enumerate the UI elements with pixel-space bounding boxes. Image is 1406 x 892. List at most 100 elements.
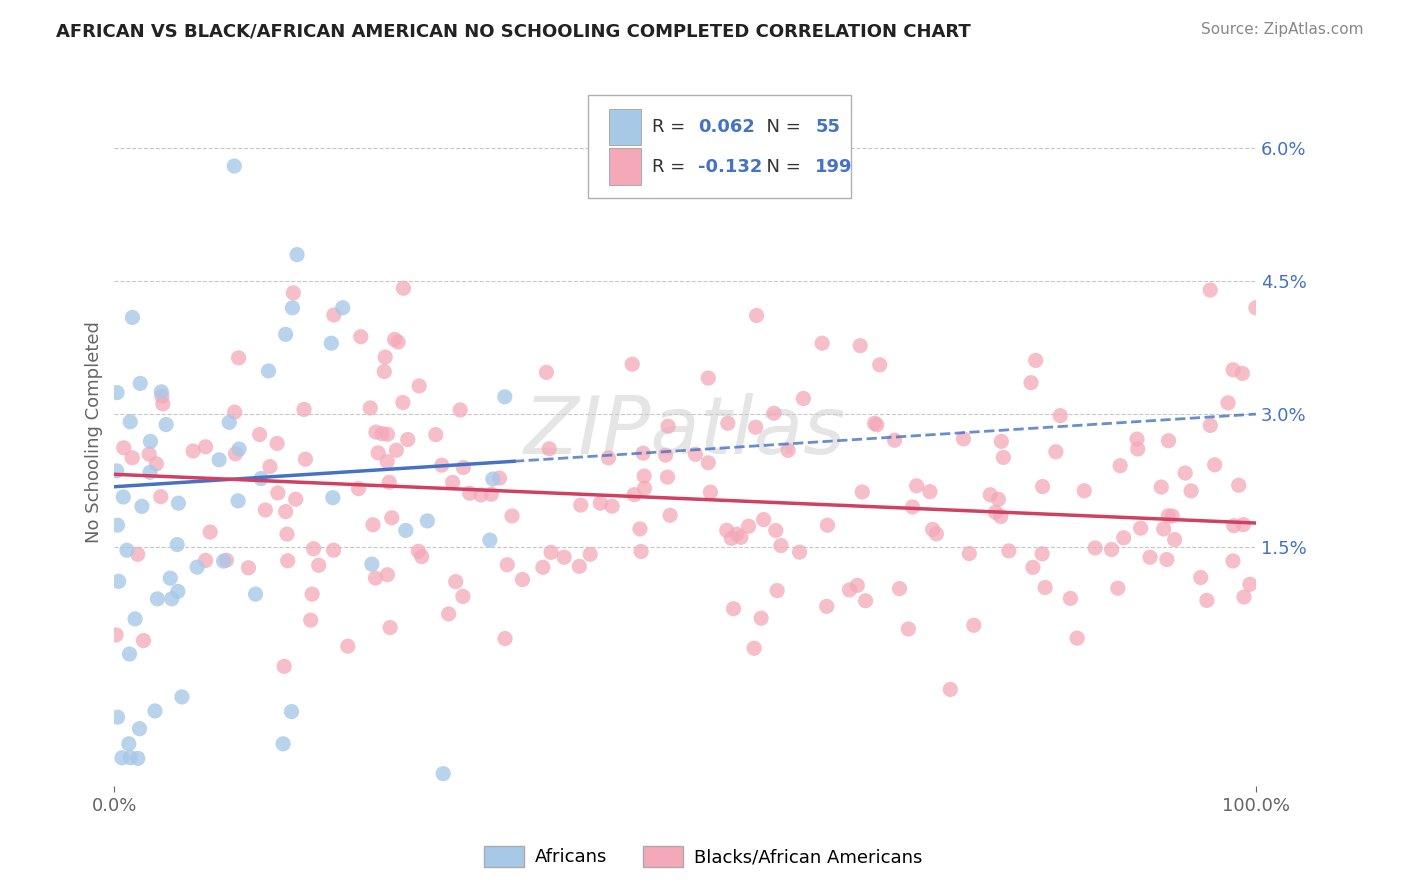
Point xyxy=(1222,518,1244,533)
Point xyxy=(350,329,373,343)
Point xyxy=(1022,560,1045,574)
Point xyxy=(1112,531,1135,545)
Point xyxy=(901,500,924,514)
Point xyxy=(138,447,160,461)
Point xyxy=(984,505,1007,519)
Point xyxy=(990,509,1012,524)
Point xyxy=(789,545,811,559)
Point xyxy=(1222,554,1244,568)
Text: R =: R = xyxy=(652,118,692,136)
Point xyxy=(621,357,644,371)
Point xyxy=(488,471,510,485)
Point xyxy=(633,481,655,495)
Point xyxy=(1163,533,1185,547)
Point xyxy=(120,750,142,764)
Point xyxy=(283,285,305,300)
Point xyxy=(267,486,290,500)
Point xyxy=(1239,577,1261,591)
Point xyxy=(742,641,765,656)
Point xyxy=(1157,434,1180,448)
Point xyxy=(360,557,382,571)
Point xyxy=(723,601,745,615)
Point xyxy=(478,533,501,548)
Point xyxy=(458,486,481,500)
Point xyxy=(990,434,1012,449)
Point xyxy=(479,487,502,501)
Point xyxy=(1244,301,1267,315)
Point xyxy=(1216,396,1239,410)
Point xyxy=(1107,581,1129,595)
Point xyxy=(159,571,181,585)
Point xyxy=(1019,376,1042,390)
Point xyxy=(347,482,370,496)
Point xyxy=(194,553,217,567)
Point xyxy=(998,544,1021,558)
Point xyxy=(1059,591,1081,606)
Point xyxy=(993,450,1015,465)
Point xyxy=(430,458,453,472)
Point xyxy=(766,583,789,598)
Point xyxy=(1199,283,1222,297)
FancyBboxPatch shape xyxy=(588,95,851,198)
Point xyxy=(294,452,316,467)
Point xyxy=(697,456,720,470)
Point xyxy=(166,538,188,552)
Point xyxy=(1232,367,1254,381)
Point xyxy=(150,389,173,403)
Point xyxy=(482,472,505,486)
Point xyxy=(536,365,558,379)
Point xyxy=(697,371,720,385)
Point xyxy=(778,443,800,458)
Point xyxy=(387,334,409,349)
Point xyxy=(792,392,814,406)
Point xyxy=(1033,581,1056,595)
Point xyxy=(494,632,516,646)
Point xyxy=(441,475,464,490)
Point xyxy=(425,427,447,442)
Point xyxy=(918,484,941,499)
FancyBboxPatch shape xyxy=(609,109,641,145)
Point xyxy=(280,705,302,719)
Point xyxy=(277,554,299,568)
Point xyxy=(257,364,280,378)
Point xyxy=(737,519,759,533)
Point xyxy=(494,390,516,404)
Point xyxy=(259,459,281,474)
Point xyxy=(623,488,645,502)
Point xyxy=(749,611,772,625)
Point xyxy=(449,403,471,417)
Point xyxy=(1189,570,1212,584)
Point xyxy=(1126,432,1149,446)
Point xyxy=(1084,541,1107,555)
Point xyxy=(1025,353,1047,368)
Point xyxy=(730,530,752,544)
Point xyxy=(1227,478,1250,492)
Point xyxy=(1156,552,1178,566)
Point xyxy=(633,469,655,483)
Point xyxy=(432,766,454,780)
Point xyxy=(392,281,415,295)
Point xyxy=(496,558,519,572)
Point xyxy=(600,500,623,514)
Point xyxy=(224,405,246,419)
Point xyxy=(374,350,396,364)
Point xyxy=(124,612,146,626)
Point xyxy=(238,561,260,575)
Point xyxy=(725,527,748,541)
Point xyxy=(274,504,297,518)
Point xyxy=(254,503,277,517)
Point xyxy=(249,427,271,442)
Point xyxy=(1157,508,1180,523)
Point xyxy=(152,397,174,411)
Point xyxy=(373,365,395,379)
Point xyxy=(308,558,330,573)
Point xyxy=(744,420,766,434)
Text: -0.132: -0.132 xyxy=(697,158,762,176)
Point xyxy=(121,450,143,465)
Point xyxy=(150,384,173,399)
Point xyxy=(451,590,474,604)
Point xyxy=(208,452,231,467)
Point xyxy=(897,622,920,636)
Point xyxy=(115,543,138,558)
Point xyxy=(361,517,384,532)
